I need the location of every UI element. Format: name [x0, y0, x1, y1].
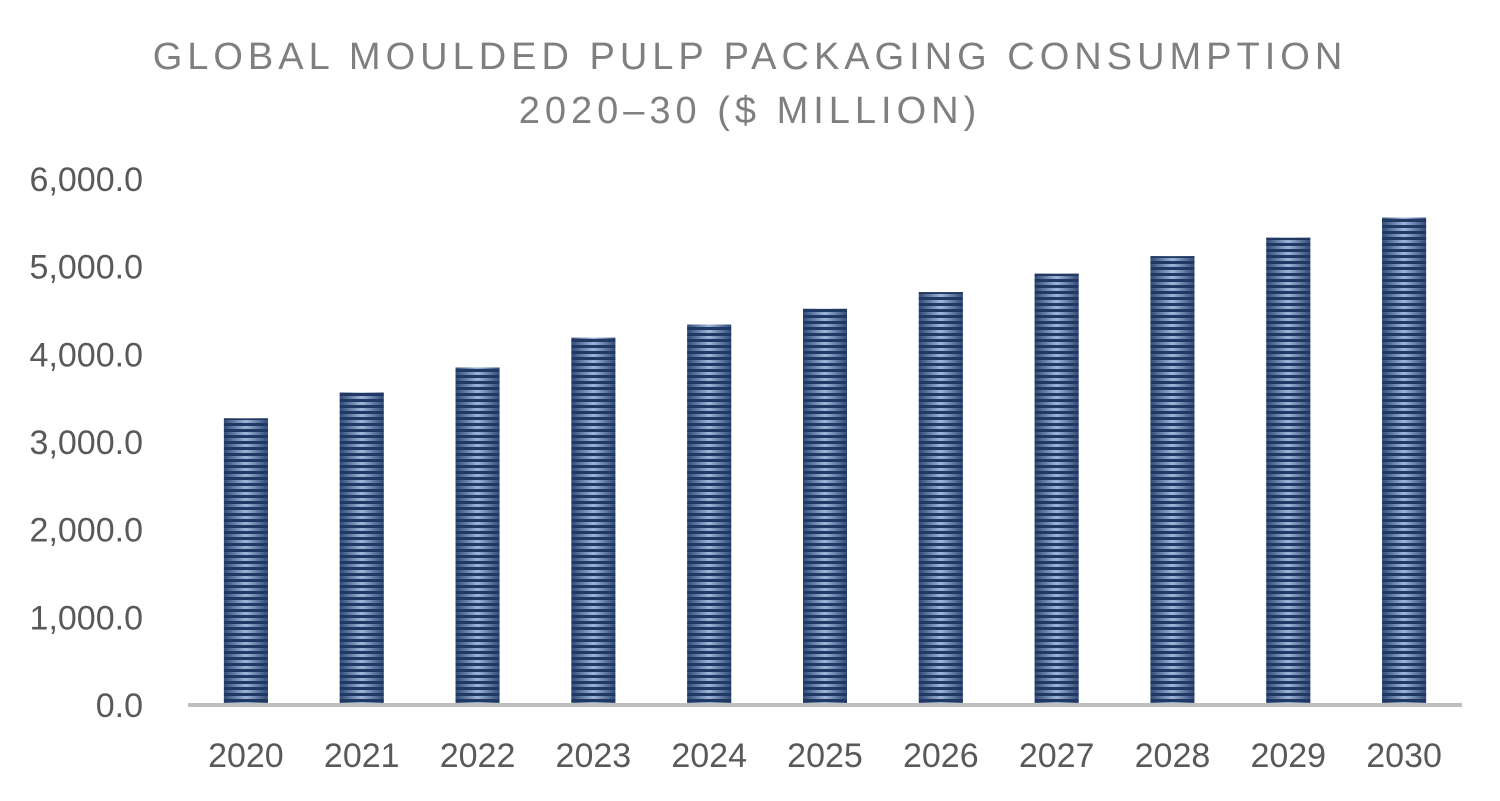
y-tick-label: 0.0 — [96, 687, 143, 725]
x-tick-label: 2021 — [324, 737, 400, 775]
x-tick-label: 2027 — [1019, 737, 1095, 775]
x-tick-label: 2022 — [440, 737, 516, 775]
x-tick-label: 2020 — [208, 737, 284, 775]
y-tick-label: 1,000.0 — [30, 599, 143, 637]
y-tick-label: 6,000.0 — [30, 161, 143, 199]
bar-shading — [571, 337, 616, 705]
x-axis-labels: 2020 2021 2022 2023 2024 2025 2026 2027 2028 2029… — [208, 737, 1442, 775]
bar-2026 — [918, 292, 963, 705]
y-tick-label: 3,000.0 — [30, 424, 143, 462]
bar-shading — [1266, 237, 1311, 705]
x-tick-label: 2025 — [787, 737, 863, 775]
chart-title-line-1: GLOBAL MOULDED PULP PACKAGING CONSUMPTIO… — [152, 36, 1348, 78]
y-tick-label: 2,000.0 — [30, 512, 143, 550]
bar-2022 — [455, 367, 500, 705]
y-tick-label: 5,000.0 — [30, 249, 143, 287]
x-tick-label: 2024 — [671, 737, 747, 775]
x-tick-label: 2029 — [1250, 737, 1326, 775]
bar-2020 — [223, 418, 268, 705]
bar-shading — [223, 418, 268, 705]
bar-shading — [455, 367, 500, 705]
bar-shading — [1034, 273, 1079, 705]
bar-shading — [339, 392, 384, 705]
bar-shading — [687, 324, 732, 705]
bar-2027 — [1034, 273, 1079, 705]
bar-shading — [918, 292, 963, 705]
chart-title: GLOBAL MOULDED PULP PACKAGING CONSUMPTIO… — [0, 30, 1500, 138]
bar-shading — [1382, 217, 1427, 705]
bar-2025 — [803, 308, 847, 705]
bar-shading — [803, 308, 847, 705]
y-axis-labels: 0.0 1,000.0 2,000.0 3,000.0 4,000.0 5,000.0 6,… — [30, 161, 143, 725]
bar-shading — [1150, 256, 1195, 705]
bar-2024 — [687, 324, 732, 705]
x-tick-label: 2026 — [903, 737, 979, 775]
bar-2030 — [1382, 217, 1427, 705]
x-tick-label: 2023 — [556, 737, 632, 775]
x-tick-label: 2030 — [1366, 737, 1442, 775]
bar-2029 — [1266, 237, 1311, 705]
bar-2023 — [571, 337, 616, 705]
bars — [223, 217, 1427, 705]
y-tick-label: 4,000.0 — [30, 336, 143, 374]
chart-title-line-2: 2020–30 ($ MILLION) — [518, 90, 982, 132]
bar-2021 — [339, 392, 384, 705]
x-tick-label: 2028 — [1135, 737, 1211, 775]
bar-2028 — [1150, 256, 1195, 705]
